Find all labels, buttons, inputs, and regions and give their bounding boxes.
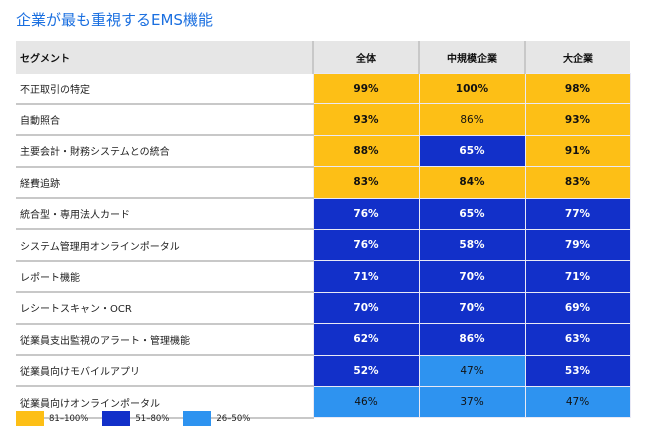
row-label: 従業員向けオンラインポータル <box>16 386 313 419</box>
heatmap-cell: 100% <box>418 72 526 105</box>
heatmap-cell: 83% <box>524 166 631 199</box>
heatmap-table: セグメント 全体 中規模企業 大企業 不正取引の特定 99% 100% 98% 自動照合… <box>16 41 631 419</box>
heatmap-cell: 71% <box>524 260 631 293</box>
heatmap-cell: 99% <box>312 72 420 105</box>
heatmap-cell: 37% <box>418 385 526 419</box>
header-midsize: 中規模企業 <box>418 41 525 74</box>
heatmap-cell: 93% <box>312 103 420 136</box>
header-large: 大企業 <box>524 41 630 74</box>
row-label: 従業員支出監視のアラート・管理機能 <box>16 323 313 357</box>
table-row: 従業員支出監視のアラート・管理機能 62% 86% 63% <box>16 323 631 357</box>
heatmap-cell: 76% <box>312 228 420 262</box>
table-row: 自動照合 93% 86% 93% <box>16 103 631 137</box>
table-row: レシートスキャン・OCR 70% 70% 69% <box>16 291 631 325</box>
row-label: レシートスキャン・OCR <box>16 292 313 325</box>
table-row: 統合型・専用法人カード 76% 65% 77% <box>16 197 631 231</box>
heatmap-cell: 53% <box>524 354 631 387</box>
heatmap-cell: 79% <box>524 228 631 262</box>
table-row: 主要会計・財務システムとの統合 88% 65% 91% <box>16 134 631 168</box>
table-row: 不正取引の特定 99% 100% 98% <box>16 72 631 105</box>
heatmap-cell: 91% <box>524 134 631 168</box>
heatmap-cell: 46% <box>312 385 420 419</box>
table-row: 経費追跡 83% 84% 83% <box>16 166 631 200</box>
legend: 81–100% 51–80% 26–50% <box>16 411 250 426</box>
legend-label: 26–50% <box>216 413 251 424</box>
heatmap-cell: 58% <box>418 228 526 262</box>
heatmap-cell: 70% <box>418 260 526 293</box>
heatmap-cell: 63% <box>524 323 631 356</box>
row-label: 自動照合 <box>16 103 313 137</box>
heatmap-cell: 65% <box>418 197 526 230</box>
table-row: レポート機能 71% 70% 71% <box>16 260 631 294</box>
heatmap-cell: 47% <box>418 354 526 387</box>
table-row: 従業員向けオンラインポータル 46% 37% 47% <box>16 385 631 419</box>
heatmap-cell: 84% <box>418 166 526 199</box>
legend-item: 81–100% <box>16 411 88 426</box>
legend-swatch <box>183 411 212 426</box>
row-label: 統合型・専用法人カード <box>16 198 313 231</box>
header-overall: 全体 <box>312 41 419 74</box>
header-row: セグメント 全体 中規模企業 大企業 <box>16 41 630 74</box>
legend-swatch <box>102 411 131 426</box>
heatmap-cell: 86% <box>418 323 526 356</box>
heatmap-cell: 52% <box>312 354 420 387</box>
row-label: 主要会計・財務システムとの統合 <box>16 135 313 168</box>
legend-item: 26–50% <box>183 411 250 426</box>
heatmap-cell: 65% <box>418 134 526 168</box>
table-row: 従業員向けモバイルアプリ 52% 47% 53% <box>16 354 631 388</box>
row-label: レポート機能 <box>16 260 313 294</box>
row-label: 従業員向けモバイルアプリ <box>16 355 313 388</box>
chart-title: 企業が最も重視するEMS機能 <box>16 11 213 29</box>
heatmap-cell: 76% <box>312 197 420 230</box>
row-label: システム管理用オンラインポータル <box>16 229 313 262</box>
legend-label: 51–80% <box>135 413 170 424</box>
heatmap-cell: 83% <box>312 166 420 199</box>
heatmap-cell: 62% <box>312 323 420 356</box>
heatmap-cell: 88% <box>312 134 420 168</box>
row-label: 不正取引の特定 <box>16 73 313 105</box>
heatmap-cell: 71% <box>312 260 420 293</box>
heatmap-cell: 47% <box>524 385 631 419</box>
row-label: 経費追跡 <box>16 166 313 200</box>
header-segment: セグメント <box>16 41 313 74</box>
table-row: システム管理用オンラインポータル 76% 58% 79% <box>16 228 631 262</box>
heatmap-cell: 70% <box>418 291 526 325</box>
legend-label: 81–100% <box>49 413 89 424</box>
legend-swatch <box>16 411 44 426</box>
heatmap-cell: 69% <box>524 291 631 325</box>
heatmap-cell: 70% <box>312 291 420 325</box>
heatmap-cell: 86% <box>418 103 526 136</box>
heatmap-cell: 77% <box>524 197 631 230</box>
legend-item: 51–80% <box>102 411 169 426</box>
heatmap-cell: 93% <box>524 103 631 136</box>
heatmap-cell: 98% <box>524 72 631 105</box>
